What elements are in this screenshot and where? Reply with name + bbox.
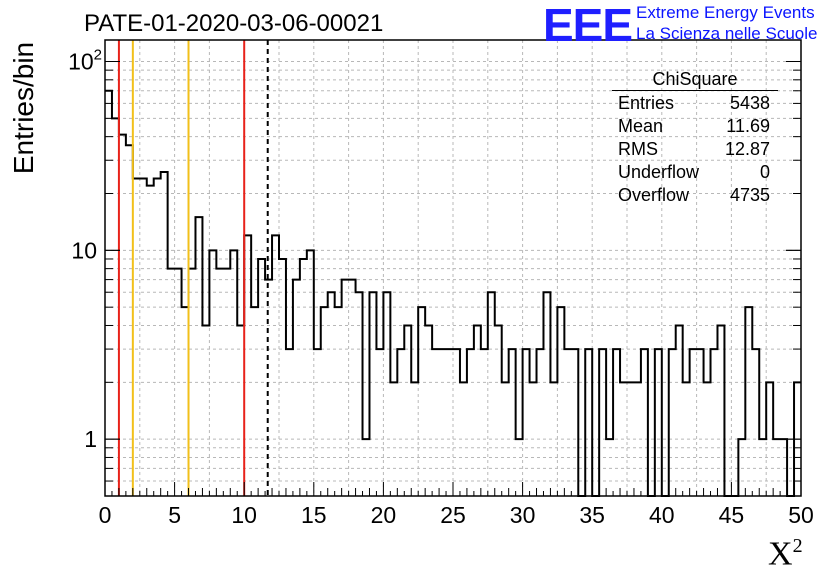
x-tick-label: 30: [510, 502, 536, 528]
y-tick-label: 10: [71, 237, 97, 263]
x-tick-label: 45: [719, 502, 745, 528]
chart-title: PATE-01-2020-03-06-00021: [84, 10, 384, 37]
x-tick-label: 20: [371, 502, 397, 528]
x-axis-label: X2: [768, 535, 803, 573]
y-axis-label: Entries/bin: [8, 41, 39, 175]
stats-row-underflow: Underflow 0: [618, 162, 770, 182]
histogram-line: [105, 89, 801, 497]
x-tick-label: 40: [649, 502, 675, 528]
stats-row-rms: RMS 12.87: [618, 139, 770, 159]
x-tick-label: 0: [99, 502, 112, 528]
x-tick-label: 35: [579, 502, 605, 528]
stats-row-overflow: Overflow 4735: [618, 185, 770, 205]
stats-row-mean: Mean 11.69: [618, 116, 770, 136]
x-tick-label: 10: [231, 502, 257, 528]
stats-box-title: ChiSquare: [612, 69, 778, 91]
logo-line-1: Extreme Energy Events: [636, 3, 815, 22]
x-tick-label: 15: [301, 502, 327, 528]
stats-box: ChiSquare Entries 5438 Mean 11.69 RMS 12.87…: [612, 69, 778, 207]
y-tick-label: 1: [84, 426, 97, 452]
x-tick-label: 25: [440, 502, 466, 528]
x-tick-label: 50: [788, 502, 814, 528]
logo-line-2: La Scienza nelle Scuole: [636, 24, 818, 43]
eee-logo: EEE: [543, 0, 633, 51]
stats-row-entries: Entries 5438: [618, 93, 770, 113]
y-tick-label: 102: [68, 47, 102, 75]
x-tick-label: 5: [168, 502, 181, 528]
